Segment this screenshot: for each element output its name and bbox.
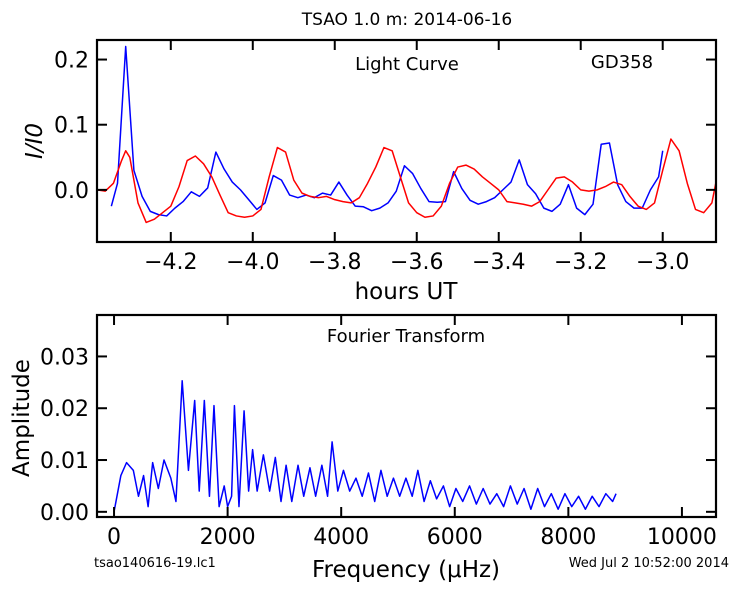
- light-curve-xtick-label: −3.2: [554, 250, 607, 275]
- star-name-label: GD358: [591, 52, 653, 73]
- light-curve-xlabel: hours UT: [355, 279, 459, 305]
- light-curve-ylabel: I/I0: [22, 123, 48, 159]
- light-curve-xtick-label: −4.2: [144, 250, 197, 275]
- light-curve-ytick-label: 0.1: [54, 114, 89, 139]
- light-curve-title: Light Curve: [355, 54, 459, 75]
- fourier-panel: 0 2000 4000 6000 8000 10000 0.00 0.01 0.02 0.03 F…: [9, 313, 718, 583]
- light-curve-xtick-label: −3.4: [472, 250, 525, 275]
- light-curve-xtick-label: −3.8: [308, 250, 361, 275]
- fourier-ytick-label: 0.02: [40, 397, 89, 422]
- figure-title: TSAO 1.0 m: 2014-06-16: [301, 10, 513, 30]
- fourier-ticks: 0 2000 4000 6000 8000 10000 0.00 0.01 0.02 0.03: [40, 315, 717, 550]
- light-curve-panel: −4.2 −4.0 −3.8 −3.6 −3.4 −3.2 −3.0 0.0 0.1 0.2 Li…: [22, 38, 718, 305]
- light-curve-xtick-label: −3.0: [636, 250, 689, 275]
- fourier-ytick-label: 0.03: [40, 345, 89, 370]
- footer-filename: tsao140616-19.lc1: [94, 556, 216, 571]
- fourier-xtick-label: 4000: [313, 525, 369, 550]
- light-curve-ytick-label: 0.2: [54, 49, 89, 74]
- fourier-xlabel: Frequency (μHz): [312, 557, 500, 583]
- light-curve-series-line-1: [97, 138, 716, 224]
- fourier-title: Fourier Transform: [327, 326, 485, 347]
- light-curve-frame: [95, 38, 718, 244]
- fourier-series-line-0: [113, 380, 617, 512]
- light-curve-xtick-label: −4.0: [226, 250, 279, 275]
- fourier-ytick-label: 0.01: [40, 449, 89, 474]
- fourier-frame: [95, 313, 718, 519]
- footer-timestamp: Wed Jul 2 10:52:00 2014: [569, 556, 729, 571]
- fourier-ylabel: Amplitude: [9, 359, 35, 477]
- fourier-xtick-label: 6000: [427, 525, 483, 550]
- light-curve-ytick-label: 0.0: [54, 179, 89, 204]
- fourier-plot-area: [113, 380, 617, 512]
- fourier-xtick-label: 10000: [647, 525, 717, 550]
- fourier-xtick-label: 0: [107, 525, 121, 550]
- fourier-ytick-label: 0.00: [40, 501, 89, 526]
- light-curve-xtick-label: −3.6: [390, 250, 443, 275]
- light-curve-ticks: −4.2 −4.0 −3.8 −3.6 −3.4 −3.2 −3.0 0.0 0.1 0.2: [54, 40, 716, 275]
- fourier-xtick-label: 2000: [200, 525, 256, 550]
- light-curve-series-line-0: [110, 45, 664, 217]
- fourier-xtick-label: 8000: [540, 525, 596, 550]
- light-curve-plot-area: [97, 45, 716, 224]
